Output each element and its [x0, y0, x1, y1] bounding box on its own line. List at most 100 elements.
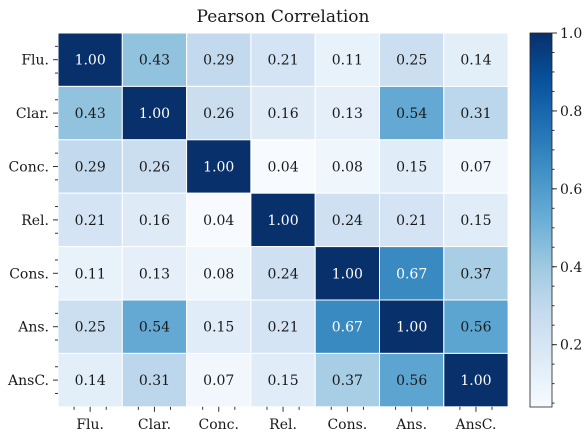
colorbar-tick-label: 1.0: [560, 26, 582, 42]
y-tick-label: Flu.: [21, 53, 49, 69]
y-tick-label: Rel.: [21, 213, 49, 229]
cell-value-label: 0.37: [460, 266, 491, 282]
cell-value-label: 0.25: [75, 320, 106, 336]
cell-value-label: 0.15: [396, 160, 427, 176]
heatmap-cell: [314, 139, 381, 194]
cell-value-label: 0.31: [460, 106, 491, 122]
cell-value-label: 0.31: [139, 373, 170, 389]
cell-value-label: 1.00: [139, 106, 170, 122]
cell-value-label: 0.24: [267, 266, 298, 282]
y-tick-label: AnsC.: [7, 373, 49, 389]
cell-value-label: 1.00: [396, 320, 427, 336]
colorbar: 0.2 0.4 0.6 0.8 1.0: [529, 26, 582, 408]
cell-value-label: 0.21: [396, 213, 427, 229]
cell-value-label: 0.15: [267, 373, 298, 389]
heatmap-cell: [57, 246, 123, 301]
cell-value-label: 0.26: [203, 106, 234, 122]
x-tick-label: Rel.: [269, 417, 297, 433]
heatmap-cell: [186, 352, 252, 408]
heatmap-cell: [443, 139, 509, 194]
cell-value-label: 0.37: [332, 373, 363, 389]
cell-value-label: 0.07: [203, 373, 234, 389]
heatmap-cell: [443, 352, 509, 408]
y-tick-label: Ans.: [17, 320, 49, 336]
cell-value-label: 1.00: [203, 160, 234, 176]
cell-value-label: 0.08: [332, 160, 363, 176]
heatmap-cell: [121, 192, 188, 248]
heatmap-cell: [57, 32, 123, 87]
heatmap-cell: [186, 139, 252, 194]
x-axis-tick-labels: Flu. Clar. Conc. Rel. Cons. Ans. AnsC.: [76, 417, 496, 433]
chart-title: Pearson Correlation: [197, 7, 370, 27]
heatmap-cell: [250, 299, 316, 354]
heatmap-cell: [57, 192, 123, 248]
colorbar-tick-label: 0.8: [560, 104, 582, 120]
cell-value-label: 0.29: [203, 53, 234, 69]
colorbar-gradient: [529, 32, 553, 408]
cell-value-label: 1.00: [332, 266, 363, 282]
colorbar-tick-label: 0.2: [560, 338, 582, 354]
cell-value-label: 0.56: [460, 320, 491, 336]
cell-value-label: 0.29: [75, 160, 106, 176]
cell-value-label: 0.15: [460, 213, 491, 229]
heatmap-cell: [250, 352, 316, 408]
heatmap-cell: [314, 299, 381, 354]
cell-value-label: 0.26: [139, 160, 170, 176]
heatmap-cell: [379, 352, 445, 408]
heatmap-cell: [57, 352, 123, 408]
heatmap-value-labels: 1.00 0.43 0.29 0.21 0.11 0.25 0.14 0.43 1.00 0.26…: [75, 53, 492, 389]
heatmap-cell: [250, 192, 316, 248]
cell-value-label: 0.13: [332, 106, 363, 122]
cell-value-label: 0.11: [75, 266, 106, 282]
heatmap-cell: [186, 246, 252, 301]
heatmap-cell: [186, 85, 252, 141]
cell-value-label: 0.24: [332, 213, 363, 229]
axis-ticks: [53, 45, 493, 412]
heatmap-cell: [443, 85, 509, 141]
heatmap-cell: [443, 192, 509, 248]
heatmap-cell: [314, 85, 381, 141]
cell-value-label: 0.16: [139, 213, 170, 229]
cell-value-label: 0.67: [332, 320, 363, 336]
cell-value-label: 0.04: [203, 213, 234, 229]
heatmap-cell: [186, 32, 252, 87]
heatmap-cell: [314, 352, 381, 408]
heatmap-cell: [250, 139, 316, 194]
cell-value-label: 0.54: [396, 106, 427, 122]
heatmap-cells: [57, 32, 509, 408]
cell-value-label: 0.21: [75, 213, 106, 229]
heatmap-cell: [379, 32, 445, 87]
cell-value-label: 0.21: [267, 320, 298, 336]
cell-value-label: 0.04: [267, 160, 298, 176]
y-tick-label: Conc.: [9, 160, 49, 176]
cell-value-label: 0.14: [75, 373, 106, 389]
cell-value-label: 0.21: [267, 53, 298, 69]
x-tick-label: Flu.: [76, 417, 104, 433]
cell-value-label: 0.07: [460, 160, 491, 176]
cell-value-label: 1.00: [75, 53, 106, 69]
cell-value-label: 0.08: [203, 266, 234, 282]
heatmap-cell: [121, 299, 188, 354]
x-tick-label: Cons.: [327, 417, 367, 433]
heatmap-cell: [443, 299, 509, 354]
x-tick-label: AnsC.: [454, 417, 496, 433]
colorbar-ticks: 0.2 0.4 0.6 0.8 1.0: [552, 26, 582, 404]
heatmap-cell: [57, 299, 123, 354]
x-tick-label: Ans.: [395, 417, 427, 433]
cell-value-label: 1.00: [460, 373, 491, 389]
heatmap-cell: [121, 32, 188, 87]
y-tick-label: Clar.: [16, 106, 49, 122]
cell-value-label: 0.25: [396, 53, 427, 69]
cell-value-label: 0.67: [396, 266, 427, 282]
cell-value-label: 0.13: [139, 266, 170, 282]
cell-value-label: 0.56: [396, 373, 427, 389]
heatmap-cell: [379, 139, 445, 194]
cell-value-label: 0.16: [267, 106, 298, 122]
cell-value-label: 0.54: [139, 320, 170, 336]
cell-value-label: 0.43: [75, 106, 106, 122]
cell-value-label: 1.00: [267, 213, 298, 229]
cell-value-label: 0.15: [203, 320, 234, 336]
cell-value-label: 0.14: [460, 53, 491, 69]
colorbar-tick-label: 0.4: [560, 260, 582, 276]
